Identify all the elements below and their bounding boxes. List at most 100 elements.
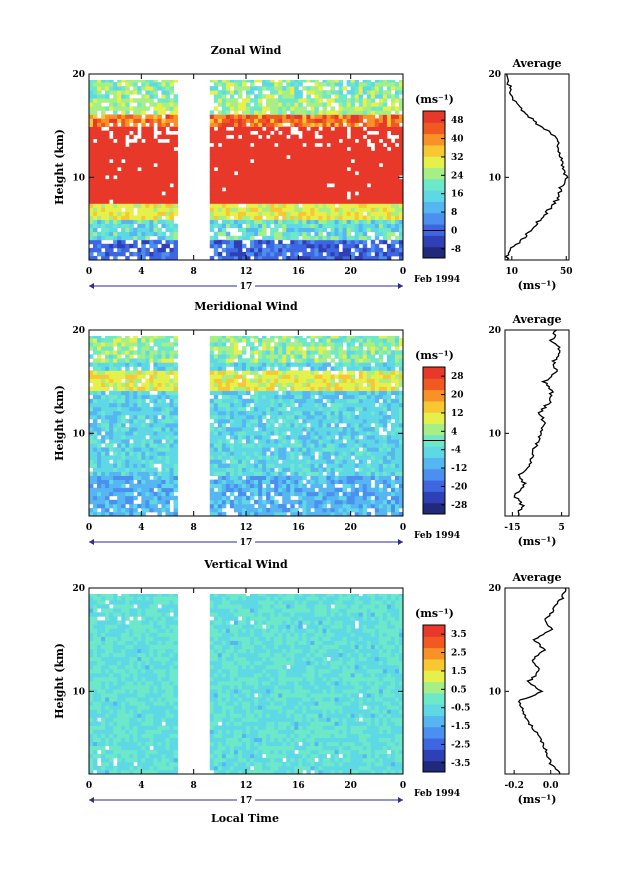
heatmap-cell bbox=[374, 110, 380, 115]
heatmap-cell bbox=[89, 158, 94, 164]
heatmap-cell bbox=[370, 86, 376, 91]
heatmap-cell bbox=[157, 483, 162, 489]
heatmap-cell bbox=[302, 150, 307, 156]
heatmap-cell bbox=[254, 243, 259, 249]
heatmap-cell bbox=[149, 378, 154, 383]
heatmap-cell bbox=[270, 439, 275, 444]
heatmap-cell bbox=[394, 211, 400, 216]
heatmap-cell bbox=[302, 162, 307, 168]
heatmap-cell bbox=[145, 499, 150, 505]
heatmap-cell bbox=[129, 451, 134, 456]
heatmap-cell bbox=[274, 102, 279, 107]
heatmap-cell bbox=[217, 511, 223, 517]
heatmap-cell bbox=[394, 167, 400, 172]
heatmap-cell bbox=[137, 86, 142, 91]
heatmap-cell bbox=[237, 439, 243, 444]
heatmap-cell bbox=[109, 219, 114, 225]
heatmap-cell bbox=[217, 195, 223, 200]
heatmap-cell bbox=[378, 158, 384, 164]
heatmap-cell bbox=[270, 102, 275, 107]
heatmap-cell bbox=[153, 503, 158, 509]
heatmap-cell bbox=[137, 358, 142, 363]
heatmap-cell bbox=[209, 338, 215, 343]
heatmap-cell bbox=[314, 86, 319, 91]
heatmap-cell bbox=[221, 455, 227, 460]
heatmap-cell bbox=[169, 386, 174, 392]
heatmap-cell bbox=[157, 251, 162, 257]
heatmap-cell bbox=[165, 378, 170, 383]
heatmap-cell bbox=[274, 171, 279, 176]
heatmap-cell bbox=[149, 467, 154, 472]
heatmap-cell bbox=[93, 146, 98, 152]
heatmap-cell bbox=[270, 158, 275, 164]
heatmap-cell bbox=[270, 350, 275, 355]
heatmap-cell bbox=[386, 215, 392, 220]
heatmap-cell bbox=[290, 402, 295, 408]
heatmap-cell bbox=[89, 354, 94, 359]
heatmap-cell bbox=[133, 431, 138, 436]
heatmap-cell bbox=[209, 122, 215, 127]
heatmap-cell bbox=[314, 203, 319, 208]
heatmap-cell bbox=[141, 122, 146, 127]
heatmap-cell bbox=[241, 195, 247, 200]
heatmap-cell bbox=[169, 334, 174, 339]
heatmap-cell bbox=[298, 227, 303, 233]
heatmap-cell bbox=[129, 503, 134, 509]
heatmap-cell bbox=[298, 414, 303, 420]
heatmap-cell bbox=[153, 334, 158, 339]
heatmap-cell bbox=[366, 199, 372, 204]
heatmap-cell bbox=[338, 102, 344, 107]
heatmap-cell bbox=[254, 191, 259, 196]
heatmap-cell bbox=[246, 175, 251, 180]
heatmap-cell bbox=[145, 183, 150, 188]
heatmap-cell bbox=[117, 102, 122, 107]
heatmap-cell bbox=[290, 487, 295, 493]
heatmap-cell bbox=[382, 179, 388, 184]
heatmap-cell bbox=[109, 410, 114, 416]
heatmap-cell bbox=[157, 378, 162, 383]
heatmap-cell bbox=[109, 183, 114, 188]
heatmap-cell bbox=[358, 118, 364, 123]
heatmap-cell bbox=[298, 390, 303, 396]
heatmap-cell bbox=[262, 463, 267, 468]
heatmap-cell bbox=[161, 167, 166, 172]
heatmap-cell bbox=[342, 227, 348, 233]
heatmap-cell bbox=[129, 195, 134, 200]
heatmap-cell bbox=[229, 386, 235, 392]
heatmap-cell bbox=[153, 455, 158, 460]
heatmap-cell bbox=[374, 94, 380, 99]
heatmap-cell bbox=[221, 386, 227, 392]
heatmap-cell bbox=[266, 507, 271, 513]
heatmap-cell bbox=[350, 114, 356, 119]
heatmap-cell bbox=[157, 427, 162, 432]
heatmap-cell bbox=[302, 167, 307, 172]
heatmap-cell bbox=[346, 243, 352, 249]
heatmap-cell bbox=[125, 114, 130, 119]
heatmap-cell bbox=[153, 251, 158, 257]
heatmap-cell bbox=[89, 435, 94, 440]
heatmap-cell bbox=[310, 427, 315, 432]
heatmap-cell bbox=[113, 118, 118, 123]
heatmap-cell bbox=[350, 167, 356, 172]
heatmap-cell bbox=[362, 183, 368, 188]
heatmap-cell bbox=[129, 199, 134, 204]
heatmap-cell bbox=[217, 370, 223, 375]
heatmap-cell bbox=[233, 350, 239, 355]
heatmap-cell bbox=[161, 487, 166, 493]
heatmap-cell bbox=[370, 110, 376, 115]
heatmap-cell bbox=[137, 183, 142, 188]
heatmap-cell bbox=[169, 459, 174, 464]
heatmap-cell bbox=[173, 475, 178, 481]
heatmap-cell bbox=[141, 255, 146, 261]
heatmap-cell bbox=[209, 511, 215, 517]
heatmap-cell bbox=[141, 374, 146, 379]
heatmap-cell bbox=[246, 235, 251, 241]
heatmap-cell bbox=[89, 118, 94, 123]
heatmap-cell bbox=[386, 179, 392, 184]
heatmap-cell bbox=[173, 199, 178, 204]
heatmap-cell bbox=[382, 223, 388, 229]
heatmap-cell bbox=[246, 78, 251, 83]
heatmap-cell bbox=[310, 138, 315, 144]
heatmap-cell bbox=[342, 98, 348, 103]
heatmap-cell bbox=[213, 195, 219, 200]
